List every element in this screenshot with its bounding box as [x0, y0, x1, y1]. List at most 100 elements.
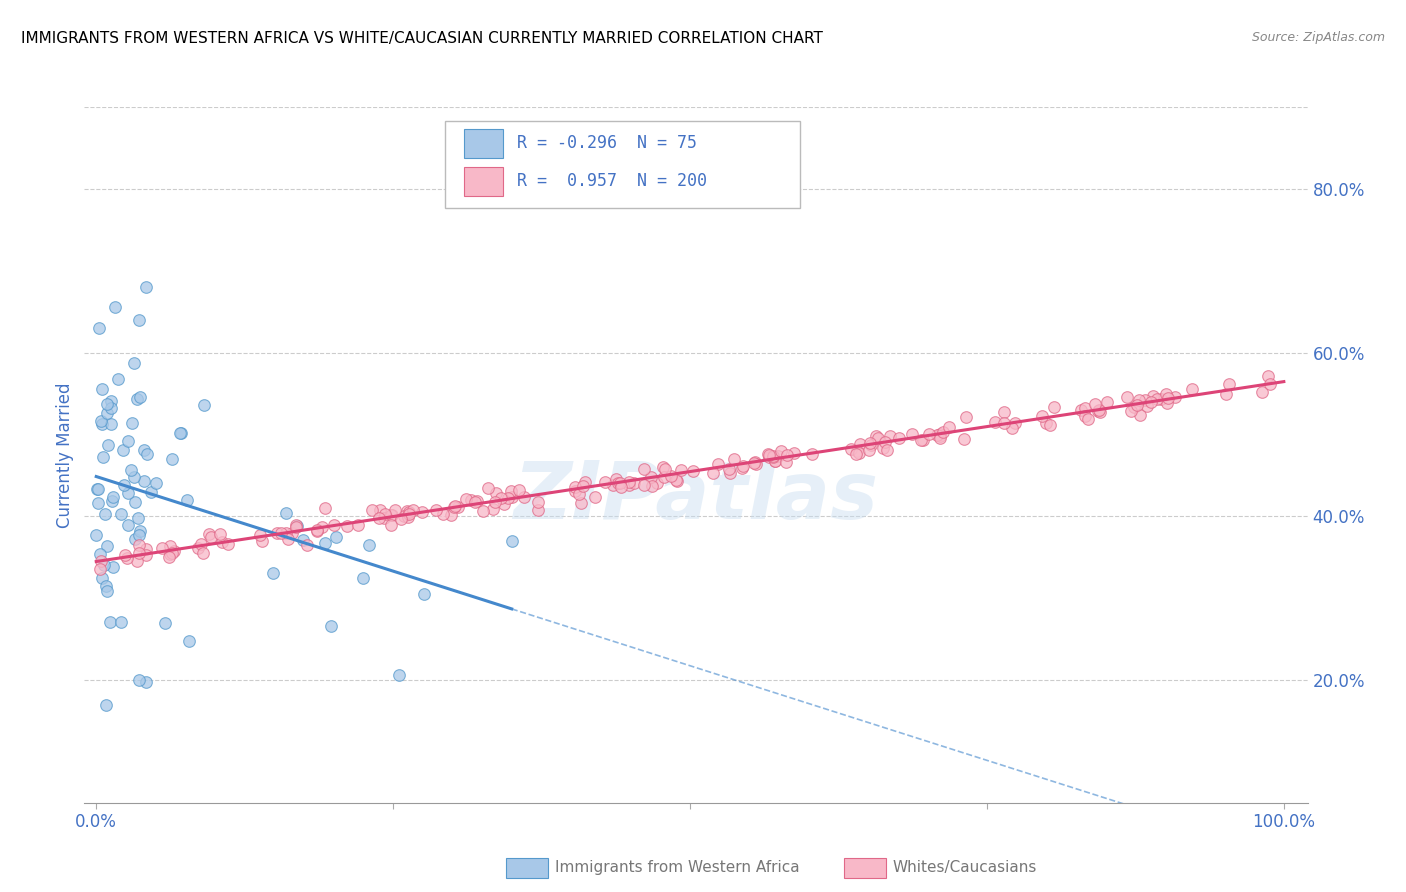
- Text: R = -0.296  N = 75: R = -0.296 N = 75: [517, 134, 697, 153]
- Point: [86, 482, 108, 496]
- Point: [90, 414, 112, 428]
- Point: [1042, 401, 1064, 415]
- Point: [425, 503, 447, 517]
- Point: [858, 442, 880, 457]
- Point: [368, 511, 391, 525]
- Point: [314, 500, 336, 515]
- Point: [849, 436, 872, 450]
- Point: [90, 382, 112, 396]
- Point: [440, 508, 463, 522]
- Point: [100, 417, 122, 432]
- Point: [291, 533, 314, 547]
- Point: [357, 538, 380, 552]
- Point: [374, 508, 396, 522]
- Point: [845, 447, 868, 461]
- Point: [321, 619, 343, 633]
- Point: [938, 419, 960, 434]
- Point: [398, 505, 420, 519]
- Point: [295, 538, 318, 552]
- Point: [157, 550, 180, 565]
- Point: [742, 456, 765, 470]
- Point: [127, 510, 149, 524]
- Point: [90, 570, 112, 584]
- Point: [1126, 399, 1149, 413]
- Point: [132, 474, 155, 488]
- Point: [360, 503, 382, 517]
- Point: [499, 483, 522, 498]
- Point: [1031, 409, 1053, 423]
- Point: [1157, 391, 1180, 405]
- Point: [145, 476, 167, 491]
- Point: [112, 477, 135, 491]
- Point: [763, 454, 786, 468]
- Point: [641, 479, 664, 493]
- Point: [481, 501, 503, 516]
- Point: [758, 448, 780, 462]
- Point: [139, 485, 162, 500]
- Point: [927, 428, 949, 442]
- Point: [124, 533, 146, 547]
- Y-axis label: Currently Married: Currently Married: [56, 382, 75, 528]
- Point: [114, 549, 136, 563]
- Point: [1215, 386, 1237, 401]
- Point: [115, 551, 138, 566]
- Point: [190, 537, 212, 551]
- Point: [758, 450, 780, 465]
- Text: Source: ZipAtlas.com: Source: ZipAtlas.com: [1251, 31, 1385, 45]
- Point: [665, 474, 688, 488]
- Point: [128, 673, 150, 687]
- Point: [928, 427, 950, 442]
- Point: [564, 483, 586, 498]
- Point: [96, 406, 118, 420]
- Point: [135, 541, 157, 556]
- Point: [984, 415, 1007, 429]
- Point: [932, 425, 955, 439]
- Point: [1123, 400, 1146, 414]
- Point: [1115, 390, 1137, 404]
- Point: [135, 675, 157, 690]
- Point: [90, 417, 112, 432]
- Point: [110, 507, 132, 521]
- Point: [389, 512, 412, 526]
- Point: [90, 554, 112, 568]
- Point: [731, 461, 754, 475]
- Point: [176, 493, 198, 508]
- Point: [187, 541, 209, 555]
- Point: [170, 426, 193, 441]
- Point: [1142, 389, 1164, 403]
- Point: [720, 467, 742, 481]
- Point: [876, 443, 898, 458]
- Point: [277, 532, 299, 546]
- Point: [1136, 399, 1159, 413]
- Point: [89, 548, 111, 562]
- Point: [128, 390, 150, 404]
- Point: [211, 535, 233, 549]
- Point: [1095, 395, 1118, 409]
- Point: [97, 438, 120, 452]
- Point: [1074, 401, 1097, 416]
- Point: [128, 538, 150, 552]
- Point: [249, 528, 271, 542]
- Point: [872, 441, 894, 455]
- Point: [392, 508, 415, 523]
- Point: [1133, 393, 1156, 408]
- Point: [160, 546, 183, 560]
- Point: [723, 451, 745, 466]
- Point: [274, 506, 297, 520]
- Point: [124, 356, 146, 370]
- Point: [117, 486, 139, 500]
- Point: [776, 449, 799, 463]
- Point: [654, 462, 676, 476]
- Point: [918, 426, 941, 441]
- Point: [124, 495, 146, 509]
- Point: [1250, 385, 1272, 400]
- Point: [848, 446, 870, 460]
- Point: [96, 583, 118, 598]
- Point: [717, 462, 740, 476]
- Point: [783, 446, 806, 460]
- Point: [766, 449, 789, 463]
- Point: [1146, 392, 1168, 407]
- Point: [307, 523, 329, 537]
- Point: [1119, 404, 1142, 418]
- Point: [96, 698, 118, 712]
